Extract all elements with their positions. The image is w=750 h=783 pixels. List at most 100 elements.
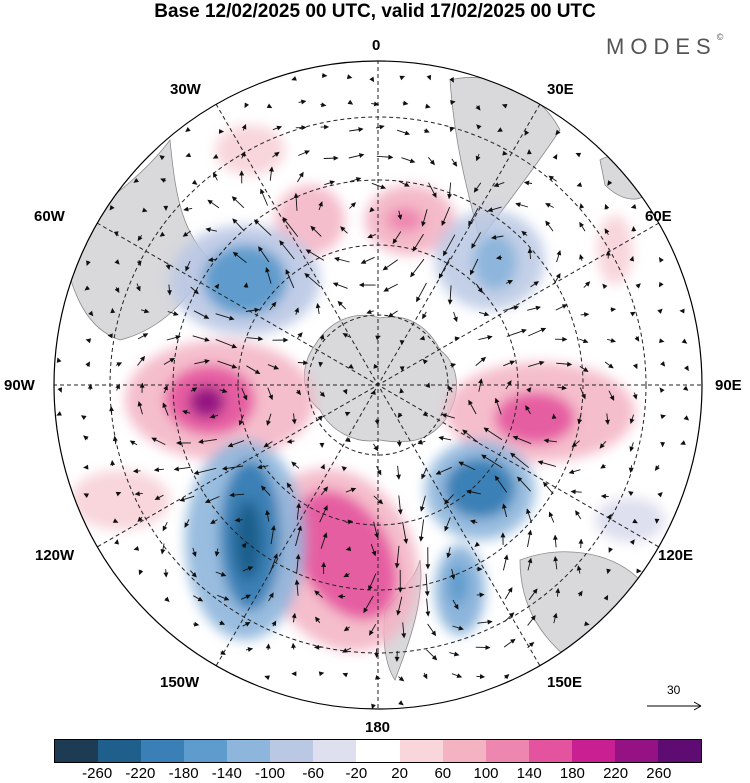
- wind-vector-head: [260, 188, 265, 195]
- wind-vector-head: [223, 596, 230, 601]
- colorbar-label: 60: [434, 765, 452, 782]
- anomaly-blob-negative: [234, 500, 262, 580]
- lon-label-150e: 150E: [547, 674, 583, 691]
- wind-vector-head: [282, 216, 288, 223]
- wind-vector-head: [350, 487, 357, 493]
- wind-vector-head: [521, 230, 527, 236]
- wind-vector-head: [322, 73, 328, 78]
- wind-vector-head: [136, 260, 142, 267]
- lon-label-30w: 30W: [170, 81, 201, 98]
- wind-vector-head: [410, 271, 416, 278]
- colorbar-label: 20: [391, 765, 408, 782]
- wind-vector-head: [421, 473, 426, 480]
- wind-vector-head: [231, 363, 238, 369]
- lon-label-60e: 60E: [645, 208, 672, 225]
- wind-vector-head: [632, 394, 638, 400]
- colorbar-label: 140: [516, 765, 542, 782]
- wind-vector-head: [340, 226, 346, 232]
- wind-vector-head: [629, 539, 635, 545]
- wind-vector-head: [135, 285, 141, 292]
- wind-vector-head: [139, 355, 146, 362]
- wind-vector-head: [137, 516, 143, 522]
- wind-vector-head: [555, 273, 561, 279]
- wind-vector-head: [350, 202, 357, 208]
- lon-label-120e: 120E: [658, 547, 694, 564]
- wind-vector-head: [232, 218, 238, 224]
- wind-vector-head: [367, 233, 373, 239]
- wind-vector-head: [582, 367, 589, 372]
- wind-vector-head: [247, 566, 254, 571]
- wind-vector-head: [231, 343, 238, 349]
- wind-vector-head: [552, 153, 558, 160]
- wind-vector-head: [297, 332, 303, 338]
- colorbar-swatch: [356, 740, 400, 762]
- wind-vector-head: [584, 621, 590, 627]
- wind-vector-head: [109, 405, 114, 412]
- wind-vector-head: [506, 380, 512, 386]
- wind-vector-head: [503, 554, 509, 561]
- wind-vector-head: [57, 387, 62, 393]
- wind-vector-head: [254, 307, 260, 313]
- wind-vector-head: [347, 519, 354, 525]
- wind-vector-head: [220, 571, 227, 577]
- wind-vector-head: [115, 491, 122, 497]
- wind-vector-head: [584, 281, 591, 287]
- wind-vector-head: [258, 246, 264, 252]
- wind-vector-head: [374, 419, 380, 426]
- wind-vector-head: [545, 220, 551, 227]
- wind-vector-head: [450, 99, 456, 105]
- wind-vector-head: [485, 645, 491, 650]
- wind-vector-head: [56, 411, 62, 416]
- wind-vector-head: [286, 482, 292, 488]
- wind-vector-head: [527, 247, 533, 254]
- wind-vector-head: [683, 415, 690, 421]
- wind-vector-head: [425, 103, 431, 109]
- wind-vector-head: [293, 192, 299, 198]
- wind-vector-head: [257, 464, 263, 470]
- wind-vector-head: [342, 333, 349, 338]
- wind-vector-head: [516, 476, 523, 482]
- wind-vector-head: [142, 333, 149, 338]
- wind-vector-head: [323, 505, 328, 511]
- wind-vector-head: [487, 619, 493, 625]
- wind-vector-head: [528, 641, 535, 648]
- wind-vector-head: [441, 413, 447, 418]
- wind-vector-head: [193, 470, 200, 476]
- anomaly-blob-negative: [445, 458, 515, 518]
- wind-vector-head: [254, 369, 261, 375]
- wind-vector-head: [449, 77, 454, 83]
- wind-vector-head: [134, 491, 140, 497]
- wind-vector-head: [214, 551, 220, 557]
- wind-vector-head: [555, 587, 561, 594]
- wind-vector-head: [419, 335, 425, 341]
- wind-vector-head: [515, 202, 521, 208]
- wind-vector-head: [314, 590, 320, 596]
- wind-vector-head: [160, 549, 166, 555]
- wind-vector-head: [321, 102, 327, 108]
- wind-vector-head: [561, 304, 568, 309]
- wind-vector-head: [483, 427, 489, 433]
- wind-vector-head: [193, 288, 199, 295]
- wind-vector-head: [291, 612, 297, 619]
- wind-vector-head: [487, 207, 494, 213]
- anomaly-blob-negative: [473, 234, 517, 290]
- wind-vector-head: [342, 388, 348, 395]
- wind-vector-head: [479, 674, 486, 679]
- wind-vector-head: [526, 508, 531, 515]
- wind-vector-head: [279, 240, 285, 246]
- wind-vector-head: [142, 207, 148, 213]
- wind-vector-head: [285, 268, 291, 275]
- wind-vector-head: [212, 154, 219, 159]
- wind-vector-head: [266, 420, 271, 426]
- wind-vector-head: [654, 465, 660, 471]
- colorbar-label: -260: [82, 765, 113, 782]
- wind-vector-head: [337, 593, 343, 599]
- wind-vector-head: [604, 228, 610, 234]
- wind-vector-head: [397, 412, 403, 419]
- wind-vector-head: [382, 265, 389, 271]
- wind-vector-head: [375, 674, 381, 680]
- wind-vector-head: [247, 647, 254, 652]
- wind-vector-head: [392, 238, 398, 245]
- wind-vector-head: [348, 363, 354, 369]
- wind-vector-head: [401, 633, 407, 639]
